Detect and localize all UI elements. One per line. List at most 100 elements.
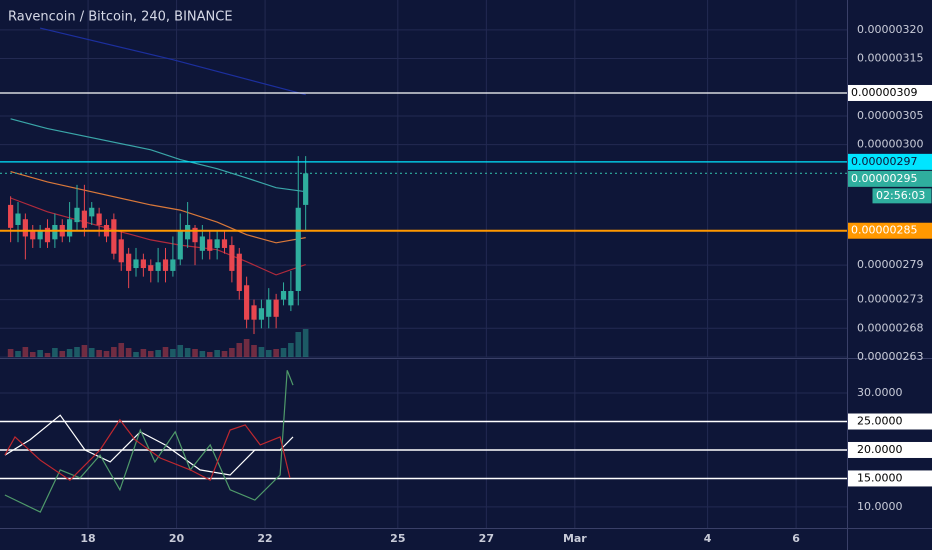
candle-body: [258, 308, 265, 320]
volume-bar: [251, 345, 257, 357]
volume-bar: [44, 353, 51, 357]
volume-bar: [214, 350, 220, 357]
volume-bar: [265, 350, 272, 357]
level-label-box: [848, 470, 932, 487]
price-label-box: [848, 84, 932, 101]
volume-bar: [147, 351, 154, 357]
volume-bar: [66, 349, 73, 357]
candle-body: [236, 253, 242, 291]
candle-body: [81, 210, 87, 228]
indicator-line: [4, 370, 294, 513]
candle-body: [74, 207, 80, 223]
volume-bar: [133, 352, 139, 357]
candle-body: [52, 224, 58, 240]
volume-bar: [7, 349, 14, 357]
grid-layer: [0, 0, 847, 528]
y-tick-label: 25.0000: [857, 415, 903, 428]
price-label-box: [848, 170, 932, 187]
candle-body: [44, 227, 51, 243]
volume-bar: [206, 352, 213, 357]
candle-body: [89, 207, 95, 217]
x-tick-label: 6: [792, 532, 800, 545]
volume-bar: [184, 348, 191, 357]
indicator-line: [4, 414, 294, 476]
chart-title: Ravencoin / Bitcoin, 240, BINANCE: [8, 10, 233, 25]
y-tick-label: 30.0000: [857, 386, 903, 399]
candle-body: [251, 305, 257, 320]
volume-bar: [88, 348, 95, 357]
moving-average: [10, 197, 306, 276]
y-tick-label: 0.00000279: [857, 258, 923, 271]
volume-bar: [74, 347, 80, 357]
candle-body: [148, 265, 154, 271]
volume-bar: [15, 351, 21, 357]
volume-bar: [288, 343, 294, 357]
volume-bar: [125, 348, 132, 357]
y-tick-label: 0.00000268: [857, 321, 923, 334]
volume-bar: [236, 343, 243, 357]
y-tick-label: 0.00000300: [857, 138, 923, 151]
volume-bar: [37, 350, 43, 357]
candle-body: [266, 299, 272, 317]
volume-bar: [295, 332, 302, 357]
y-tick-label: 0.00000320: [857, 23, 923, 36]
moving-average: [10, 171, 306, 244]
candle-body: [162, 259, 169, 271]
candle-body: [229, 245, 235, 271]
data-layer: [0, 27, 847, 513]
y-tick-label: 20.0000: [857, 443, 903, 456]
candle-body: [67, 219, 73, 237]
candle-body: [214, 239, 220, 248]
volume-bar: [280, 348, 287, 357]
volume-bar: [199, 351, 206, 357]
volume-bar: [170, 349, 176, 357]
candle-body: [22, 219, 28, 237]
volume-bar: [111, 347, 117, 357]
volume-bar: [229, 348, 235, 357]
volume-bar: [177, 345, 184, 357]
y-tick-label: 0.00000273: [857, 293, 923, 306]
candle-body: [126, 253, 132, 271]
volume-bar: [59, 351, 66, 357]
volume-bar: [155, 350, 161, 357]
x-tick-label: 20: [169, 532, 185, 545]
candle-body: [133, 259, 139, 269]
volume-bar: [96, 350, 102, 357]
price-label-box: [848, 222, 932, 239]
price-label: 0.00000295: [851, 172, 917, 185]
countdown-box: [871, 187, 932, 205]
candle-body: [221, 239, 228, 248]
price-label: 0.00000285: [851, 224, 917, 237]
candle-body: [15, 213, 21, 225]
volume-bar: [140, 349, 147, 357]
candle-body: [273, 299, 279, 317]
volume-bar: [273, 349, 279, 357]
volume-bar: [52, 348, 58, 357]
volume-bar: [118, 343, 125, 357]
price-label: 0.00000309: [851, 86, 917, 99]
volume-bar: [258, 347, 265, 357]
volume-bar: [103, 351, 110, 357]
x-tick-label: 4: [704, 532, 712, 545]
candle-body: [244, 285, 250, 320]
candle-body: [303, 173, 309, 205]
volume-bar: [29, 352, 36, 357]
candle-body: [30, 230, 36, 240]
y-tick-label: 15.0000: [857, 471, 903, 484]
volume-bar: [22, 347, 29, 357]
countdown-label: 02:56:03: [876, 189, 925, 202]
price-label: 0.00000297: [851, 155, 917, 168]
volume-bar: [243, 339, 250, 357]
x-tick-label: 22: [257, 532, 272, 545]
x-tick-label: 27: [479, 532, 494, 545]
y-tick-label: 0.00000315: [857, 52, 923, 65]
candle-body: [199, 236, 205, 251]
y-tick-label: 0.00000263: [857, 350, 923, 363]
candle-body: [37, 230, 43, 240]
volume-bar: [81, 345, 88, 357]
volume-bar: [162, 347, 169, 357]
moving-average: [10, 118, 306, 193]
